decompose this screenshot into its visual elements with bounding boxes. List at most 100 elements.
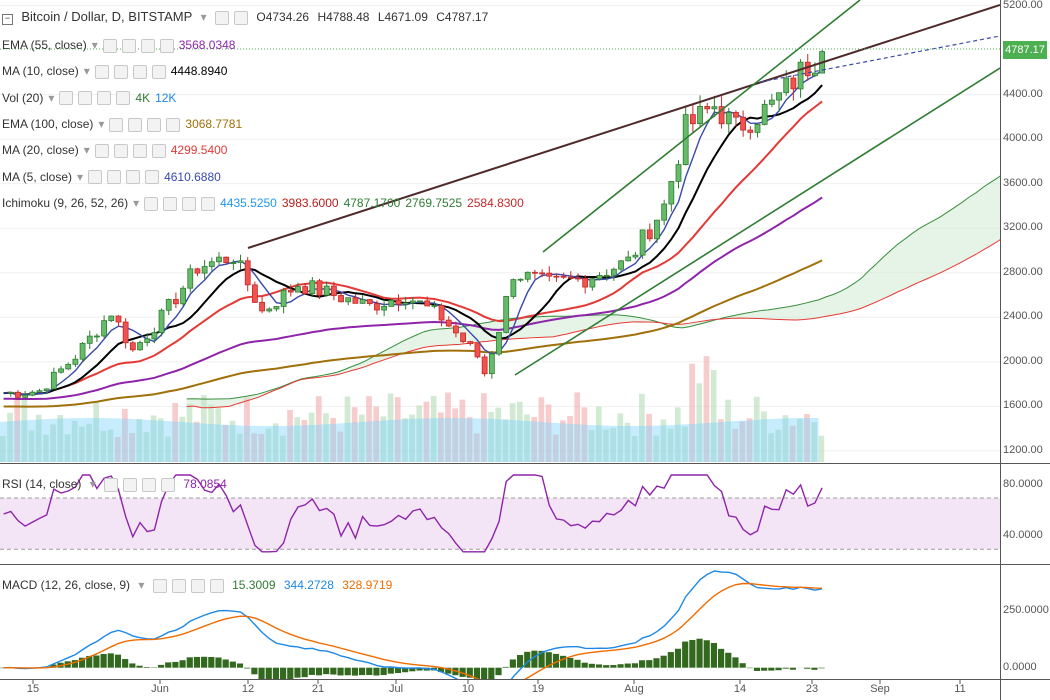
candle-body <box>761 103 768 125</box>
add-icon[interactable] <box>126 170 141 185</box>
eye-icon[interactable] <box>215 10 230 25</box>
close-icon[interactable] <box>159 38 174 53</box>
dropdown-icon[interactable]: ▾ <box>133 195 140 210</box>
close-icon[interactable] <box>151 65 166 80</box>
eye-icon[interactable] <box>88 170 103 185</box>
indicator-value: 3068.7781 <box>185 116 243 131</box>
candle-body <box>302 286 309 295</box>
close-icon[interactable] <box>145 170 160 185</box>
close-icon[interactable] <box>116 91 131 106</box>
add-icon[interactable] <box>140 38 155 53</box>
volume-bar <box>308 412 315 462</box>
candle-body <box>804 61 811 77</box>
candle-body <box>625 256 632 262</box>
add-icon[interactable] <box>190 578 205 593</box>
macd-histogram-bar <box>387 667 394 674</box>
add-icon[interactable] <box>132 65 147 80</box>
settings-icon[interactable] <box>121 38 136 53</box>
candle-body <box>244 260 251 286</box>
macd-histogram-bar <box>689 639 696 668</box>
volume-bar <box>560 420 566 462</box>
volume-bar <box>193 421 200 462</box>
candle-body <box>173 299 179 305</box>
time-axis-label: 11 <box>954 683 966 695</box>
add-icon[interactable] <box>182 196 197 211</box>
volume-bar <box>179 416 186 462</box>
close-icon[interactable] <box>166 117 181 132</box>
add-icon[interactable] <box>147 117 162 132</box>
volume-bar <box>545 404 552 462</box>
volume-bar <box>775 429 782 462</box>
close-icon[interactable] <box>201 196 216 211</box>
close-icon[interactable] <box>161 477 176 492</box>
price-pane <box>0 0 1000 462</box>
settings-icon[interactable] <box>113 65 128 80</box>
axis-ticks <box>32 679 961 684</box>
candle-body <box>632 254 639 258</box>
candle-body <box>697 106 703 125</box>
macd-histogram-bar <box>114 654 122 668</box>
macd-histogram-bar <box>639 660 646 668</box>
eye-icon[interactable] <box>102 38 117 53</box>
settings-icon[interactable] <box>107 170 122 185</box>
close-icon[interactable] <box>151 144 166 159</box>
indicator-value: 4K <box>135 90 151 105</box>
dropdown-icon[interactable]: ▾ <box>138 578 145 592</box>
candle-body <box>654 219 660 240</box>
settings-icon[interactable] <box>128 117 143 132</box>
volume-bar <box>359 414 365 462</box>
eye-icon[interactable] <box>152 578 167 593</box>
candle-body <box>115 315 122 323</box>
eye-icon[interactable] <box>94 144 109 159</box>
eye-icon[interactable] <box>94 65 109 80</box>
macd-histogram-bar <box>631 663 639 668</box>
price-axis-label: 2400.00 <box>1003 310 1043 323</box>
price-axis-label: 2800.00 <box>1003 265 1043 278</box>
settings-icon[interactable] <box>163 196 178 211</box>
settings-icon[interactable] <box>78 91 93 106</box>
dropdown-icon[interactable]: ▾ <box>83 64 90 79</box>
dropdown-icon[interactable]: ▾ <box>48 90 55 105</box>
volume-bar <box>502 419 509 462</box>
macd-signal-value: 328.9719 <box>342 578 393 592</box>
settings-icon[interactable] <box>234 10 249 25</box>
volume-bar <box>236 433 243 462</box>
volume-bar <box>481 393 487 462</box>
candle-body <box>388 299 395 307</box>
add-icon[interactable] <box>142 477 157 492</box>
macd-line-value: 344.2728 <box>283 578 334 592</box>
add-icon[interactable] <box>97 91 112 106</box>
eye-icon[interactable] <box>59 91 74 106</box>
volume-bar <box>595 406 602 462</box>
volume-bar <box>86 423 92 462</box>
volume-bar <box>753 396 760 462</box>
dropdown-icon[interactable]: ▾ <box>83 143 90 158</box>
macd-histogram-bar <box>775 667 782 671</box>
eye-icon[interactable] <box>144 196 159 211</box>
macd-histogram-bar <box>129 663 136 668</box>
add-icon[interactable] <box>132 144 147 159</box>
settings-icon[interactable] <box>123 477 138 492</box>
settings-icon[interactable] <box>113 144 128 159</box>
dropdown-icon[interactable]: ▾ <box>98 116 105 131</box>
eye-icon[interactable] <box>109 117 124 132</box>
macd-histogram-bar <box>265 667 272 679</box>
dropdown-icon[interactable]: ▾ <box>77 169 84 184</box>
volume-bar <box>294 417 301 462</box>
dropdown-icon[interactable]: ▾ <box>89 477 96 491</box>
close-icon[interactable] <box>209 578 224 593</box>
settings-icon[interactable] <box>171 578 186 593</box>
collapse-icon[interactable]: − <box>2 14 13 25</box>
volume-bar <box>122 408 128 462</box>
dropdown-icon[interactable]: ▾ <box>91 38 98 52</box>
dropdown-icon[interactable]: ▾ <box>200 10 207 24</box>
macd-histogram-bar <box>682 641 689 668</box>
volume-bar <box>416 405 423 462</box>
time-axis-label: Jul <box>388 683 404 695</box>
volume-bar <box>631 436 638 462</box>
candle-body <box>129 342 136 351</box>
volume-bar <box>366 396 372 462</box>
eye-icon[interactable] <box>104 477 119 492</box>
candle-body <box>488 353 495 375</box>
